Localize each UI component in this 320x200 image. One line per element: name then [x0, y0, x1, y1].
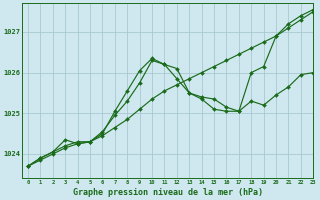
- X-axis label: Graphe pression niveau de la mer (hPa): Graphe pression niveau de la mer (hPa): [73, 188, 263, 197]
